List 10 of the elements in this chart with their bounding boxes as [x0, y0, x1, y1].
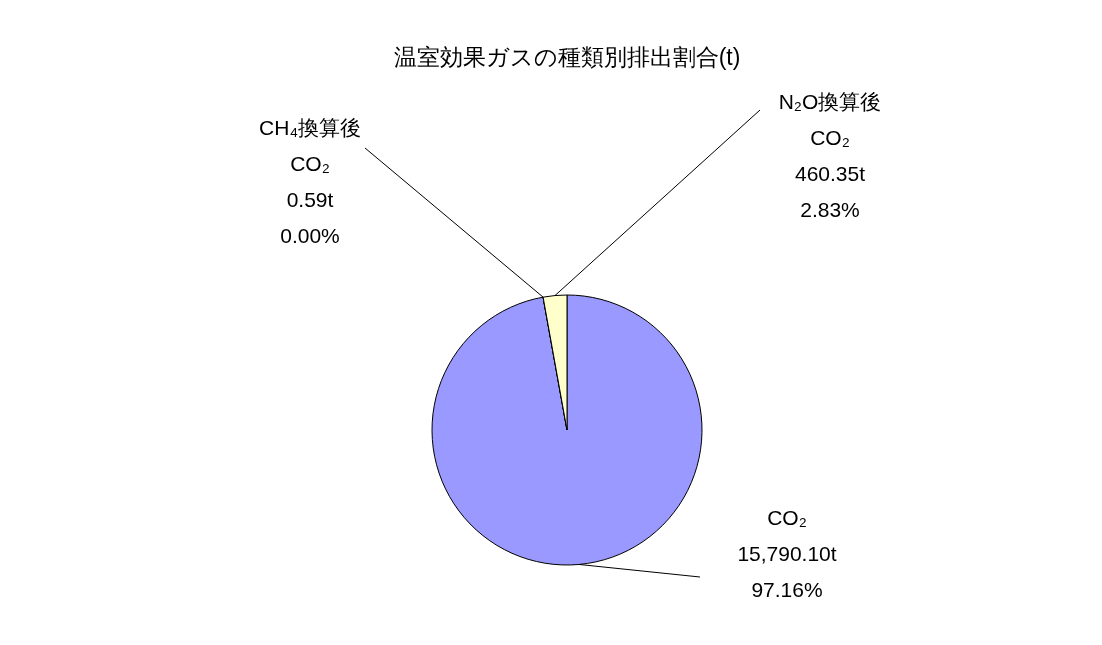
slice-label: CO₂: [767, 506, 807, 529]
slice-label: N₂O換算後 CO₂: [778, 90, 882, 149]
text: 0.00%: [280, 224, 340, 247]
text: 2.83%: [800, 198, 860, 221]
text: 97.16%: [751, 578, 823, 601]
slice-label: CH₄換算後 CO₂: [259, 116, 361, 175]
data-label: 0.59t: [286, 188, 334, 211]
chart-title: 温室効果ガスの種類別排出割合(t): [393, 44, 741, 70]
data-label: 460.35t: [794, 162, 866, 185]
data-label: 15,790.10t: [737, 542, 837, 565]
